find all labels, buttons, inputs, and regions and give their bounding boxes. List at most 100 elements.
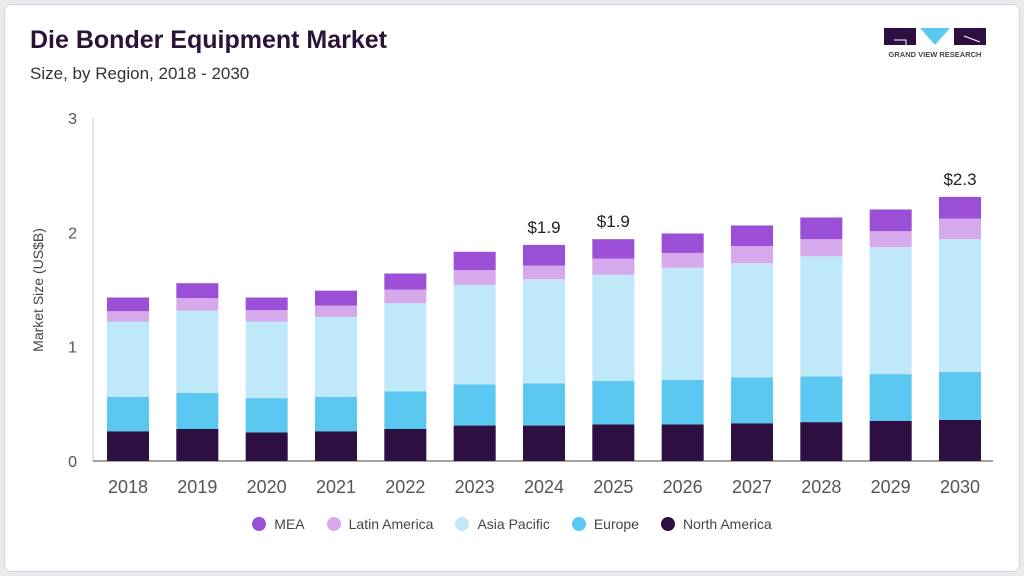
chart-title: Die Bonder Equipment Market [30, 26, 387, 54]
bar-segment-mea [800, 217, 843, 240]
legend-label: MEA [274, 516, 305, 532]
bar-segment-europe [592, 380, 635, 425]
bar-segment-north-america [384, 428, 427, 461]
bar-segment-north-america [800, 422, 843, 461]
bar-segment-mea [869, 209, 912, 232]
bar-segment-mea [939, 196, 981, 219]
x-tick-label: 2029 [871, 477, 911, 497]
x-tick-label: 2026 [663, 477, 703, 497]
bar-segment-north-america [315, 431, 357, 461]
bar-segment-latin-america [661, 252, 704, 268]
legend-swatch [571, 517, 586, 531]
bar-segment-latin-america [315, 305, 357, 317]
y-tick-label: 3 [68, 111, 77, 128]
bar-segment-mea [731, 225, 773, 247]
y-tick-label: 1 [68, 340, 77, 357]
bar-segment-europe [384, 391, 427, 429]
x-tick-label: 2023 [455, 477, 495, 497]
x-tick-label: 2030 [940, 477, 980, 497]
bar-segment-latin-america [107, 311, 149, 322]
bar-segment-europe [315, 396, 357, 432]
x-tick-label: 2019 [177, 477, 217, 497]
legend: MEA Latin America Asia Pacific Europe North … [0, 516, 1024, 532]
legend-label: Latin America [348, 516, 434, 532]
bar-segment-asia-pacific [592, 274, 635, 381]
bar-segment-north-america [661, 424, 704, 461]
legend-item: Europe [571, 516, 639, 532]
bar-segment-asia-pacific [384, 303, 427, 392]
bar-segment-europe [523, 383, 565, 426]
x-tick-label: 2024 [524, 477, 564, 497]
bar-segment-latin-america [869, 231, 912, 248]
x-tick-label: 2020 [247, 477, 287, 497]
bar-segment-asia-pacific [315, 316, 357, 397]
x-tick-label: 2018 [108, 477, 148, 497]
bar-segment-mea [661, 233, 704, 253]
x-tick-label: 2022 [385, 477, 425, 497]
data-label: $2.3 [943, 170, 976, 189]
bar-segment-asia-pacific [107, 321, 149, 397]
bar-segment-europe [939, 371, 981, 420]
bar-segment-europe [245, 398, 288, 433]
bar-segment-north-america [107, 431, 149, 461]
bar-segment-asia-pacific [731, 263, 773, 378]
bar-segment-mea [245, 297, 288, 311]
bar-segment-asia-pacific [523, 279, 565, 384]
y-tick-label: 0 [68, 454, 77, 471]
legend-swatch [455, 517, 470, 531]
bar-segment-north-america [176, 428, 219, 461]
bar-segment-europe [869, 374, 912, 421]
bar-segment-asia-pacific [661, 267, 704, 380]
legend-item: North America [660, 516, 772, 532]
bar-segment-mea [453, 251, 496, 271]
bar-segment-latin-america [592, 258, 635, 275]
legend-swatch [660, 517, 675, 531]
chart-subtitle: Size, by Region, 2018 - 2030 [30, 64, 250, 83]
bar-segment-europe [731, 377, 773, 424]
bar-segment-asia-pacific [176, 310, 219, 393]
bar-segment-europe [176, 392, 219, 429]
bar-segment-mea [523, 244, 565, 266]
y-tick-label: 2 [68, 225, 77, 242]
x-tick-label: 2028 [801, 477, 841, 497]
bar-segment-latin-america [731, 246, 773, 264]
legend-label: Europe [593, 516, 639, 532]
bar-segment-latin-america [245, 310, 288, 322]
bar-segment-mea [384, 273, 427, 290]
data-label: $1.9 [597, 212, 630, 231]
bar-segment-europe [800, 376, 843, 423]
bar-segment-europe [661, 379, 704, 425]
legend-label: North America [682, 516, 772, 532]
bar-segment-mea [592, 239, 635, 259]
x-tick-label: 2025 [593, 477, 633, 497]
svg-text:GRAND VIEW RESEARCH: GRAND VIEW RESEARCH [889, 50, 982, 59]
data-label: $1.9 [527, 218, 560, 237]
bar-segment-asia-pacific [800, 256, 843, 377]
bar-segment-latin-america [939, 218, 981, 240]
bar-segment-north-america [453, 425, 496, 461]
legend-swatch [252, 517, 267, 531]
bar-segment-north-america [592, 424, 635, 461]
x-tick-label: 2021 [316, 477, 356, 497]
x-tick-label: 2027 [732, 477, 772, 497]
bar-segment-europe [453, 384, 496, 426]
bar-segment-asia-pacific [453, 284, 496, 385]
legend-label: Asia Pacific [477, 516, 550, 532]
bar-segment-asia-pacific [939, 239, 981, 372]
bar-segment-north-america [245, 432, 288, 461]
bar-segment-latin-america [384, 289, 427, 304]
bar-segment-mea [176, 283, 219, 299]
bar-segment-latin-america [523, 265, 565, 280]
bar-segment-north-america [869, 420, 912, 461]
bar-segment-latin-america [176, 298, 219, 311]
bar-segment-europe [107, 396, 149, 432]
legend-item: MEA [252, 516, 305, 532]
y-axis-label: Market Size (US$B) [30, 228, 46, 352]
bar-segment-north-america [523, 425, 565, 461]
bar-segment-mea [107, 297, 149, 312]
legend-item: Latin America [326, 516, 434, 532]
chart-card [4, 4, 1020, 572]
grand-view-research-logo: GRAND VIEW RESEARCH [884, 28, 986, 65]
legend-swatch [326, 517, 341, 531]
